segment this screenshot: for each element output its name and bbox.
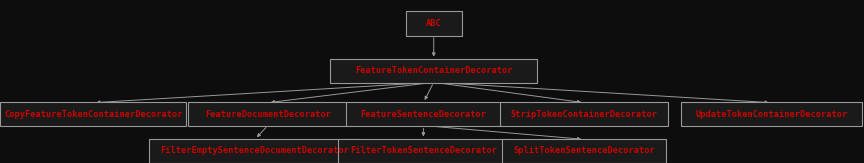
Text: SplitTokenSentenceDecorator: SplitTokenSentenceDecorator	[513, 146, 655, 155]
Text: FeatureSentenceDecorator: FeatureSentenceDecorator	[360, 110, 486, 119]
FancyBboxPatch shape	[499, 102, 669, 126]
FancyBboxPatch shape	[338, 139, 509, 163]
Text: FilterEmptySentenceDocumentDecorator: FilterEmptySentenceDocumentDecorator	[161, 146, 349, 155]
Text: CopyFeatureTokenContainerDecorator: CopyFeatureTokenContainerDecorator	[4, 110, 182, 119]
FancyBboxPatch shape	[330, 59, 537, 83]
Text: FeatureDocumentDecorator: FeatureDocumentDecorator	[205, 110, 331, 119]
Text: UpdateTokenContainerDecorator: UpdateTokenContainerDecorator	[696, 110, 848, 119]
FancyBboxPatch shape	[346, 102, 501, 126]
Text: ABC: ABC	[426, 19, 442, 28]
Text: FilterTokenSentenceDecorator: FilterTokenSentenceDecorator	[350, 146, 497, 155]
FancyBboxPatch shape	[405, 11, 461, 36]
FancyBboxPatch shape	[502, 139, 666, 163]
Text: FeatureTokenContainerDecorator: FeatureTokenContainerDecorator	[355, 66, 512, 75]
FancyBboxPatch shape	[149, 139, 360, 163]
FancyBboxPatch shape	[187, 102, 347, 126]
FancyBboxPatch shape	[1, 102, 187, 126]
FancyBboxPatch shape	[681, 102, 862, 126]
Text: StripTokenContainerDecorator: StripTokenContainerDecorator	[511, 110, 658, 119]
